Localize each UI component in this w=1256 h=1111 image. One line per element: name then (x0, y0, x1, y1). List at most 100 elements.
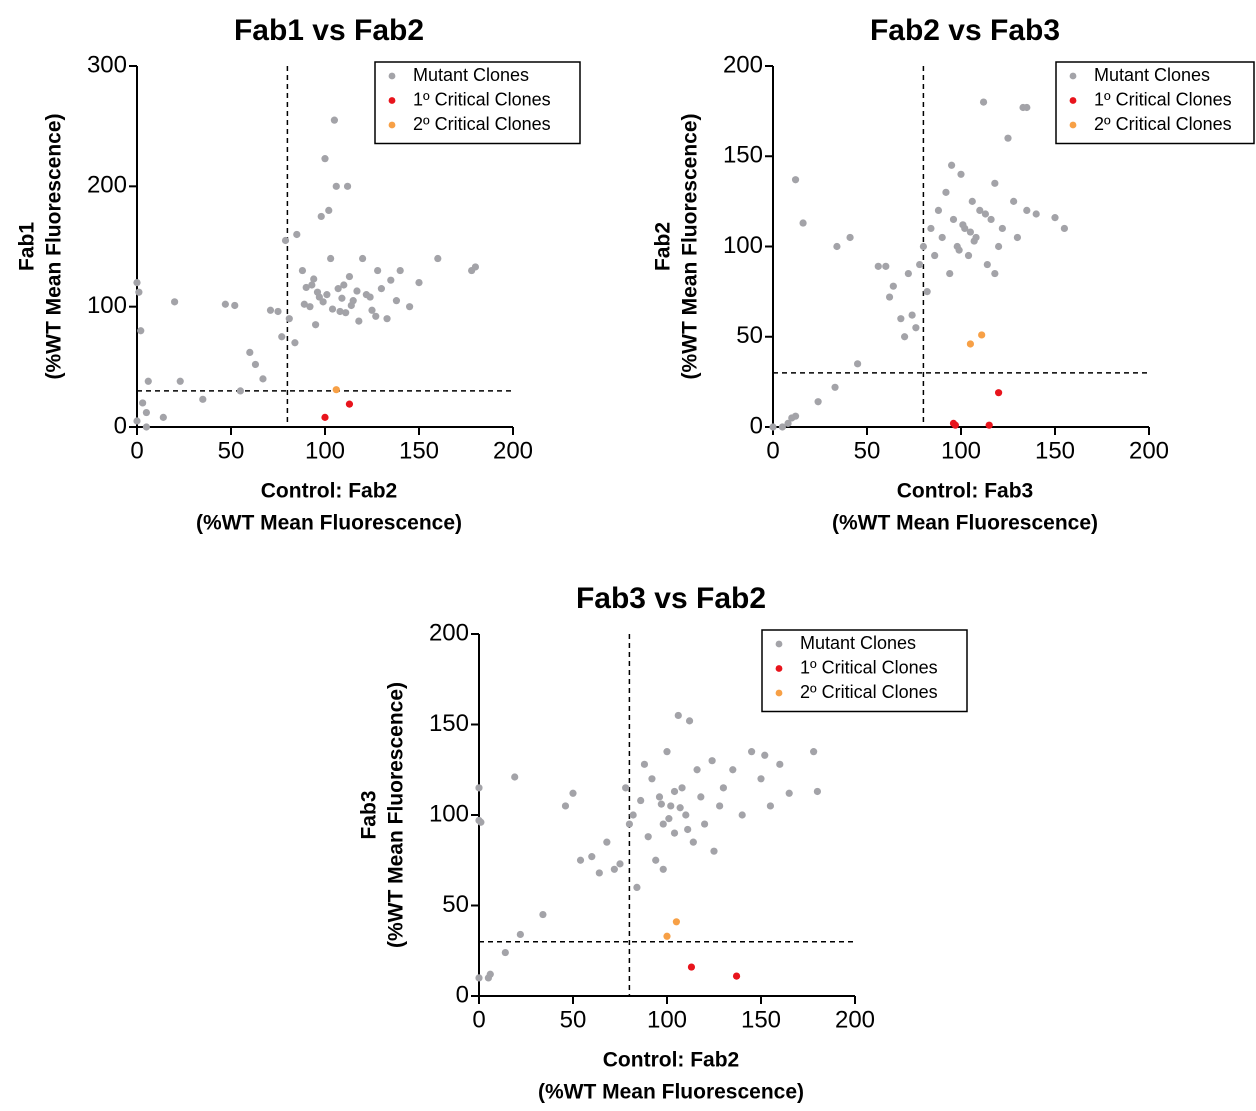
point (1010, 197, 1018, 205)
x-tick-label: 100 (647, 1006, 687, 1033)
point (347, 301, 355, 310)
legend-marker (775, 640, 783, 648)
point (313, 288, 322, 296)
point (966, 228, 975, 236)
point (976, 206, 984, 214)
point (676, 804, 684, 812)
x-axis-label: (%WT Mean Fluorescence) (196, 512, 462, 535)
point (710, 847, 718, 855)
point (281, 236, 290, 245)
point (708, 757, 716, 765)
point (927, 224, 935, 233)
point (406, 303, 414, 311)
x-tick-label: 0 (472, 1006, 485, 1033)
point (137, 327, 145, 335)
point (291, 339, 299, 347)
legend-label: Mutant Clones (413, 65, 529, 85)
point (657, 800, 665, 808)
point (144, 377, 152, 385)
x-axis-label: (%WT Mean Fluorescence) (832, 512, 1098, 535)
point (1004, 134, 1012, 142)
point (684, 825, 692, 834)
point (791, 176, 800, 184)
point (964, 251, 973, 260)
point (644, 833, 652, 841)
y-tick-label: 200 (429, 619, 469, 646)
y-tick-label: 300 (87, 51, 127, 78)
point (306, 303, 314, 311)
point (682, 811, 690, 819)
point (133, 417, 141, 425)
point (312, 321, 320, 329)
legend-marker (775, 689, 783, 697)
point (655, 793, 664, 801)
point (912, 324, 920, 332)
y-tick-label: 100 (87, 292, 127, 319)
point (221, 300, 229, 308)
point (908, 311, 916, 319)
point (663, 932, 671, 940)
point (948, 161, 956, 169)
legend-label: Mutant Clones (800, 633, 916, 653)
point (689, 838, 697, 846)
legend-label: 1º Critical Clones (413, 89, 551, 109)
y-axis-label: Fab1 (16, 222, 39, 271)
point (904, 269, 912, 278)
y-axis-label: (%WT Mean Fluorescence) (679, 113, 702, 379)
x-tick-label: 200 (835, 1006, 875, 1033)
point (278, 333, 286, 341)
y-tick-label: 0 (456, 981, 469, 1008)
point (332, 182, 340, 190)
chart-title: Fab1 vs Fab2 (234, 14, 424, 47)
point (319, 298, 327, 306)
legend-marker (1069, 121, 1077, 129)
point (176, 377, 184, 385)
point (810, 748, 818, 756)
y-tick-label: 150 (429, 710, 469, 737)
point (610, 865, 618, 873)
x-tick-label: 150 (741, 1006, 781, 1033)
y-axis-label: (%WT Mean Fluorescence) (385, 682, 408, 948)
point (340, 281, 348, 289)
point (901, 333, 909, 341)
point (846, 233, 854, 242)
point (979, 98, 988, 106)
point (561, 802, 570, 810)
point (648, 775, 656, 783)
point (968, 197, 976, 205)
x-tick-label: 0 (130, 437, 143, 464)
point (159, 413, 167, 421)
point (259, 375, 267, 383)
point (342, 309, 350, 317)
point (359, 254, 367, 263)
legend-marker (388, 72, 396, 80)
point (748, 748, 756, 756)
y-axis-label: Fab2 (652, 222, 675, 271)
point (343, 182, 352, 190)
x-tick-label: 0 (766, 437, 779, 464)
point (246, 348, 254, 356)
point (784, 419, 792, 427)
point (383, 315, 391, 323)
point (569, 789, 577, 797)
point (942, 188, 950, 196)
y-axis-label: (%WT Mean Fluorescence) (43, 113, 66, 379)
point (139, 399, 147, 407)
point (978, 331, 986, 339)
legend-box (1055, 61, 1255, 145)
legend-marker (775, 665, 783, 672)
point (995, 242, 1003, 251)
x-tick-label: 200 (1129, 437, 1169, 464)
point (310, 275, 318, 283)
point (738, 811, 746, 819)
point (336, 307, 344, 316)
point (693, 766, 701, 774)
point (757, 775, 765, 783)
legend-label: 1º Critical Clones (1094, 89, 1232, 109)
point (1023, 103, 1031, 112)
point (300, 300, 308, 308)
point (640, 760, 649, 768)
point (355, 317, 363, 325)
point (659, 820, 667, 828)
